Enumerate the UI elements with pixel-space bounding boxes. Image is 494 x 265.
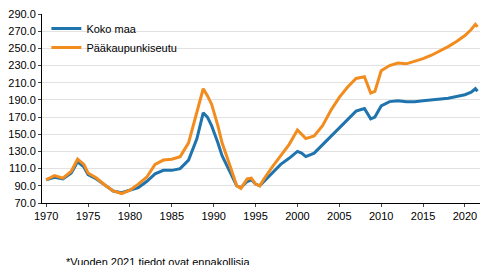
svg-text:1990: 1990	[201, 210, 225, 222]
svg-text:2010: 2010	[369, 210, 393, 222]
svg-text:2005: 2005	[327, 210, 351, 222]
svg-text:110.0: 110.0	[9, 162, 36, 174]
svg-text:*Vuoden 2021 tiedot ovat ennak: *Vuoden 2021 tiedot ovat ennakollisia	[66, 256, 251, 265]
svg-text:130.0: 130.0	[8, 145, 36, 157]
svg-text:2015: 2015	[411, 210, 435, 222]
svg-text:2000: 2000	[285, 210, 309, 222]
svg-text:1970: 1970	[34, 210, 58, 222]
svg-text:210.0: 210.0	[8, 77, 36, 89]
svg-text:2020: 2020	[453, 210, 477, 222]
svg-text:70.0: 70.0	[14, 197, 35, 209]
svg-text:270.0: 270.0	[8, 25, 36, 37]
svg-text:150.0: 150.0	[8, 128, 36, 140]
svg-text:170.0: 170.0	[8, 111, 36, 123]
svg-text:Koko maa: Koko maa	[86, 23, 136, 35]
svg-text:290.0: 290.0	[8, 8, 36, 20]
svg-text:230.0: 230.0	[8, 59, 36, 71]
svg-text:90.0: 90.0	[14, 180, 35, 192]
svg-text:1980: 1980	[118, 210, 142, 222]
svg-text:190.0: 190.0	[8, 94, 36, 106]
svg-text:1975: 1975	[76, 210, 100, 222]
svg-text:250.0: 250.0	[8, 42, 36, 54]
svg-text:Pääkaupunkiseutu: Pääkaupunkiseutu	[86, 42, 177, 54]
svg-text:1995: 1995	[243, 210, 267, 222]
svg-text:1985: 1985	[160, 210, 184, 222]
